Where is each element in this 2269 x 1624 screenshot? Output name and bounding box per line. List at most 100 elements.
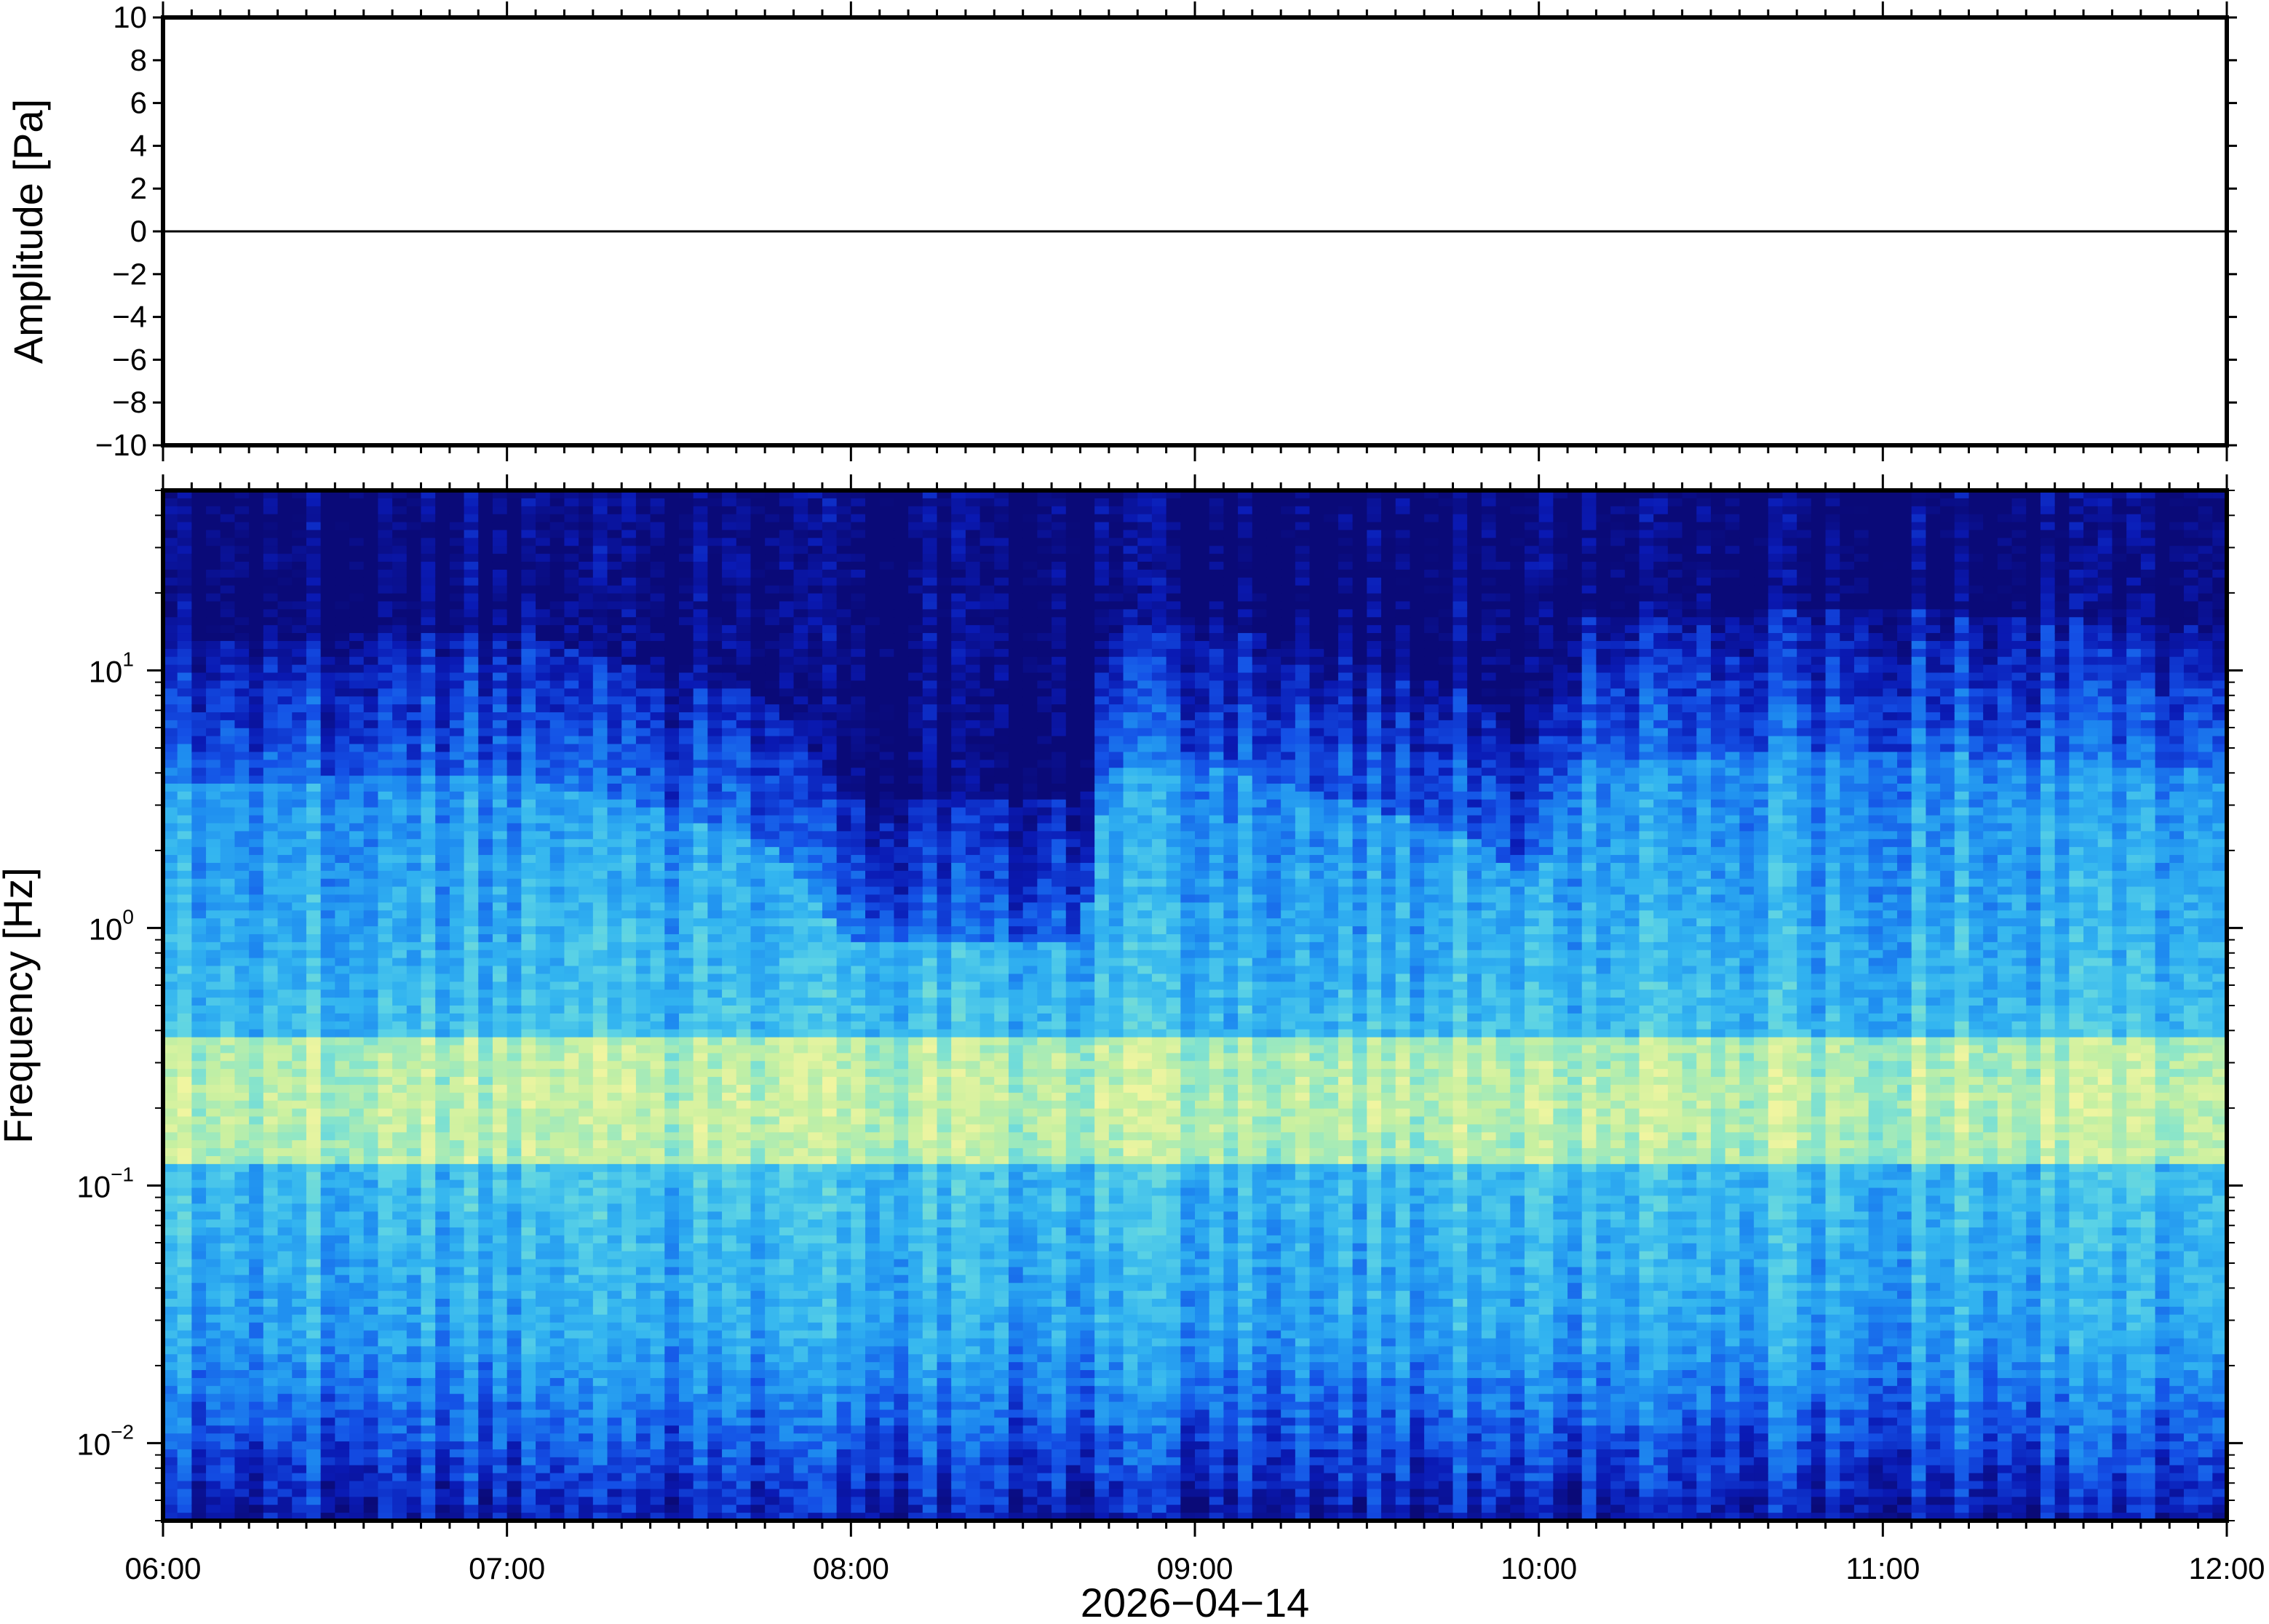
spectrogram-cell	[635, 562, 651, 570]
spectrogram-cell	[621, 886, 637, 896]
spectrogram-cell	[579, 1187, 594, 1197]
spectrogram-cell	[421, 910, 437, 920]
spectrogram-cell	[292, 815, 307, 824]
spectrogram-cell	[206, 974, 221, 983]
spectrogram-cell	[406, 601, 422, 610]
spectrogram-cell	[220, 1433, 236, 1443]
spectrogram-cell	[506, 1275, 522, 1284]
spectrogram-cell	[635, 942, 651, 951]
spectrogram-cell	[163, 1425, 178, 1435]
spectrogram-cell	[521, 688, 537, 698]
spectrogram-cell	[521, 490, 537, 499]
spectrogram-cell	[664, 1267, 680, 1276]
spectrogram-cell	[650, 696, 666, 706]
spectrogram-cell	[392, 1299, 408, 1307]
spectrogram-cell	[249, 807, 264, 816]
spectrogram-cell	[320, 625, 336, 634]
spectrogram-cell	[478, 1211, 493, 1221]
spectrogram-cell	[579, 1227, 594, 1236]
spectrogram-cell	[320, 1505, 336, 1514]
spectrogram-cell	[335, 1132, 351, 1142]
spectrogram-cell	[464, 1417, 480, 1427]
spectrogram-cell	[549, 1148, 565, 1157]
spectrogram-cell	[621, 1370, 637, 1379]
spectrogram-cell	[592, 1401, 608, 1411]
spectrogram-cell	[234, 1069, 250, 1078]
spectrogram-cell	[220, 601, 236, 610]
spectrogram-cell	[191, 1377, 207, 1387]
spectrogram-cell	[306, 1338, 322, 1348]
spectrogram-cell	[464, 1243, 480, 1252]
spectrogram-cell	[592, 1314, 608, 1324]
spectrogram-cell	[679, 942, 694, 951]
spectrogram-cell	[635, 1029, 651, 1038]
spectrogram-cell	[277, 1457, 293, 1466]
amplitude-y-tick-label: 6	[130, 86, 147, 120]
spectrogram-cell	[263, 942, 279, 951]
spectrogram-cell	[549, 1283, 565, 1292]
spectrogram-cell	[435, 1513, 450, 1521]
spectrogram-cell	[549, 760, 565, 769]
spectrogram-cell	[536, 1433, 551, 1443]
spectrogram-cell	[650, 1267, 666, 1276]
spectrogram-cell	[378, 554, 394, 563]
spectrogram-cell	[621, 490, 637, 499]
spectrogram-cell	[435, 839, 450, 848]
spectrogram-cell	[492, 998, 508, 1006]
spectrogram-cell	[679, 1497, 694, 1506]
spectrogram-cell	[435, 1449, 450, 1458]
spectrogram-cell	[650, 1473, 666, 1482]
spectrogram-cell	[549, 1203, 565, 1213]
spectrogram-cell	[650, 1116, 666, 1126]
spectrogram-cell	[320, 538, 336, 547]
spectrogram-cell	[378, 878, 394, 888]
spectrogram-cell	[492, 1362, 508, 1372]
spectrogram-cell	[378, 990, 394, 999]
spectrogram-cell	[464, 522, 480, 531]
spectrogram-cell	[392, 1370, 408, 1379]
spectrogram-cell	[220, 823, 236, 832]
spectrogram-cell	[635, 839, 651, 848]
spectrogram-cell	[335, 736, 351, 745]
spectrogram-cell	[206, 648, 221, 658]
spectrogram-cell	[521, 680, 537, 690]
spectrogram-cell	[650, 1195, 666, 1205]
spectrogram-cell	[249, 1314, 264, 1324]
spectrogram-cell	[592, 1275, 608, 1284]
spectrogram-cell	[320, 1187, 336, 1197]
spectrogram-cell	[335, 538, 351, 547]
spectrogram-cell	[579, 776, 594, 785]
spectrogram-cell	[579, 680, 594, 690]
spectrogram-cell	[234, 1116, 250, 1126]
spectrogram-cell	[191, 902, 207, 912]
spectrogram-cell	[335, 1163, 351, 1173]
spectrogram-cell	[579, 942, 594, 951]
spectrogram-cell	[679, 1322, 694, 1332]
spectrogram-cell	[277, 878, 293, 888]
spectrogram-cell	[249, 736, 264, 745]
spectrogram-cell	[607, 1132, 623, 1142]
spectrogram-cell	[249, 958, 264, 967]
spectrogram-cell	[579, 1330, 594, 1340]
spectrogram-cell	[335, 1108, 351, 1118]
spectrogram-cell	[234, 1267, 250, 1276]
spectrogram-cell	[435, 696, 450, 706]
spectrogram-cell	[506, 1108, 522, 1118]
spectrogram-cell	[320, 855, 336, 864]
spectrogram-cell	[621, 1211, 637, 1221]
spectrogram-cell	[306, 506, 322, 515]
spectrogram-cell	[635, 1481, 651, 1490]
spectrogram-cell	[406, 1045, 422, 1054]
spectrogram-cell	[449, 490, 465, 499]
spectrogram-cell	[335, 1251, 351, 1260]
spectrogram-cell	[263, 601, 279, 610]
spectrogram-cell	[263, 530, 279, 539]
spectrogram-cell	[234, 1155, 250, 1165]
spectrogram-cell	[277, 752, 293, 761]
spectrogram-cell	[435, 926, 450, 935]
spectrogram-cell	[492, 982, 508, 991]
spectrogram-cell	[679, 680, 694, 690]
spectrogram-cell	[521, 870, 537, 880]
spectrogram-cell	[679, 1045, 694, 1054]
